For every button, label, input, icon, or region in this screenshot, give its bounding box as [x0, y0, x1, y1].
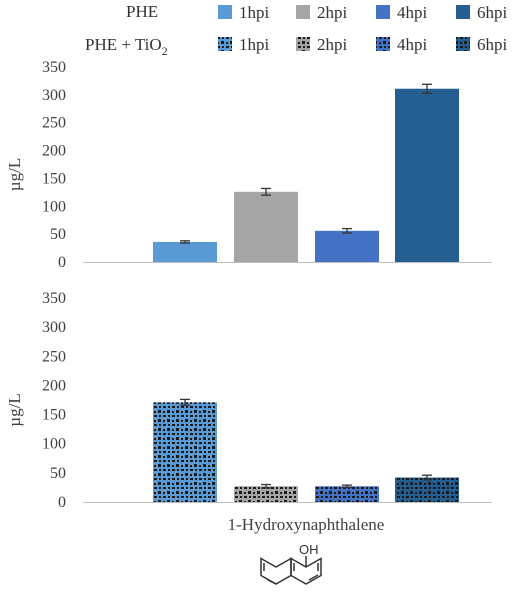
legend-label-1hpi: 1hpi — [239, 3, 270, 22]
legend-swatch-tio2-2hpi — [296, 37, 310, 51]
legend-swatch-2hpi — [296, 5, 310, 19]
y-tick-label: 150 — [42, 407, 66, 424]
y-tick-label: 250 — [42, 348, 66, 365]
legend: PHE PHE + TiO2 1hpi 2hpi 4hpi 6hpi 1hpi … — [85, 2, 508, 58]
legend-label-tio2-6hpi: 6hpi — [477, 35, 508, 54]
legend-swatch-tio2-4hpi — [376, 37, 390, 51]
y-tick-label: 50 — [50, 465, 66, 482]
bar-6hpi — [395, 88, 459, 262]
chart-panel-phe: 0 50 100 150 200 250 300 350 µg/L — [5, 59, 492, 271]
bar-4hpi — [315, 486, 379, 502]
y-tick-label: 100 — [42, 198, 66, 215]
legend-label-4hpi: 4hpi — [397, 3, 428, 22]
y-tick-label: 150 — [42, 170, 66, 187]
y-axis-label: µg/L — [5, 158, 24, 191]
legend-label-2hpi: 2hpi — [317, 3, 348, 22]
naphthol-structure — [260, 556, 322, 585]
y-axis-label: µg/L — [5, 393, 24, 426]
legend-label-tio2-4hpi: 4hpi — [397, 35, 428, 54]
bar-4hpi — [315, 230, 379, 262]
bar-2hpi — [234, 191, 298, 262]
ring-left — [260, 557, 292, 585]
bar-1hpi — [153, 241, 217, 262]
y-tick-label: 200 — [42, 377, 66, 394]
legend-swatch-6hpi — [456, 5, 470, 19]
y-tick-label: 350 — [42, 290, 66, 307]
bar-2hpi — [234, 486, 298, 502]
legend-swatch-4hpi — [376, 5, 390, 19]
legend-row-phe-tio2-label: PHE + TiO2 — [85, 35, 168, 58]
y-tick-label: 200 — [42, 143, 66, 160]
double-bond — [267, 579, 277, 585]
x-category-label: 1-Hydroxynaphthalene — [228, 515, 385, 534]
y-tick-label: 0 — [58, 254, 66, 271]
y-tick-label: 50 — [50, 226, 66, 243]
double-bond — [308, 574, 319, 581]
legend-label-6hpi: 6hpi — [477, 3, 508, 22]
chart-panel-phe-tio2: 0 50 100 150 200 250 300 350 µg/L — [5, 290, 492, 511]
legend-row-phe-label: PHE — [126, 2, 158, 21]
y-tick-label: 300 — [42, 87, 66, 104]
bar-6hpi — [395, 477, 459, 502]
y-tick-label: 100 — [42, 436, 66, 453]
y-tick-label: 350 — [42, 59, 66, 76]
legend-label-tio2-1hpi: 1hpi — [239, 35, 270, 54]
y-tick-label: 250 — [42, 115, 66, 132]
y-tick-label: 0 — [58, 494, 66, 511]
legend-label-tio2-2hpi: 2hpi — [317, 35, 348, 54]
y-tick-label: 300 — [42, 319, 66, 336]
hydroxyl-label: OH — [299, 542, 319, 557]
legend-swatch-tio2-6hpi — [456, 37, 470, 51]
bar-1hpi — [153, 402, 217, 502]
legend-swatch-tio2-1hpi — [218, 37, 232, 51]
legend-swatch-1hpi — [218, 5, 232, 19]
